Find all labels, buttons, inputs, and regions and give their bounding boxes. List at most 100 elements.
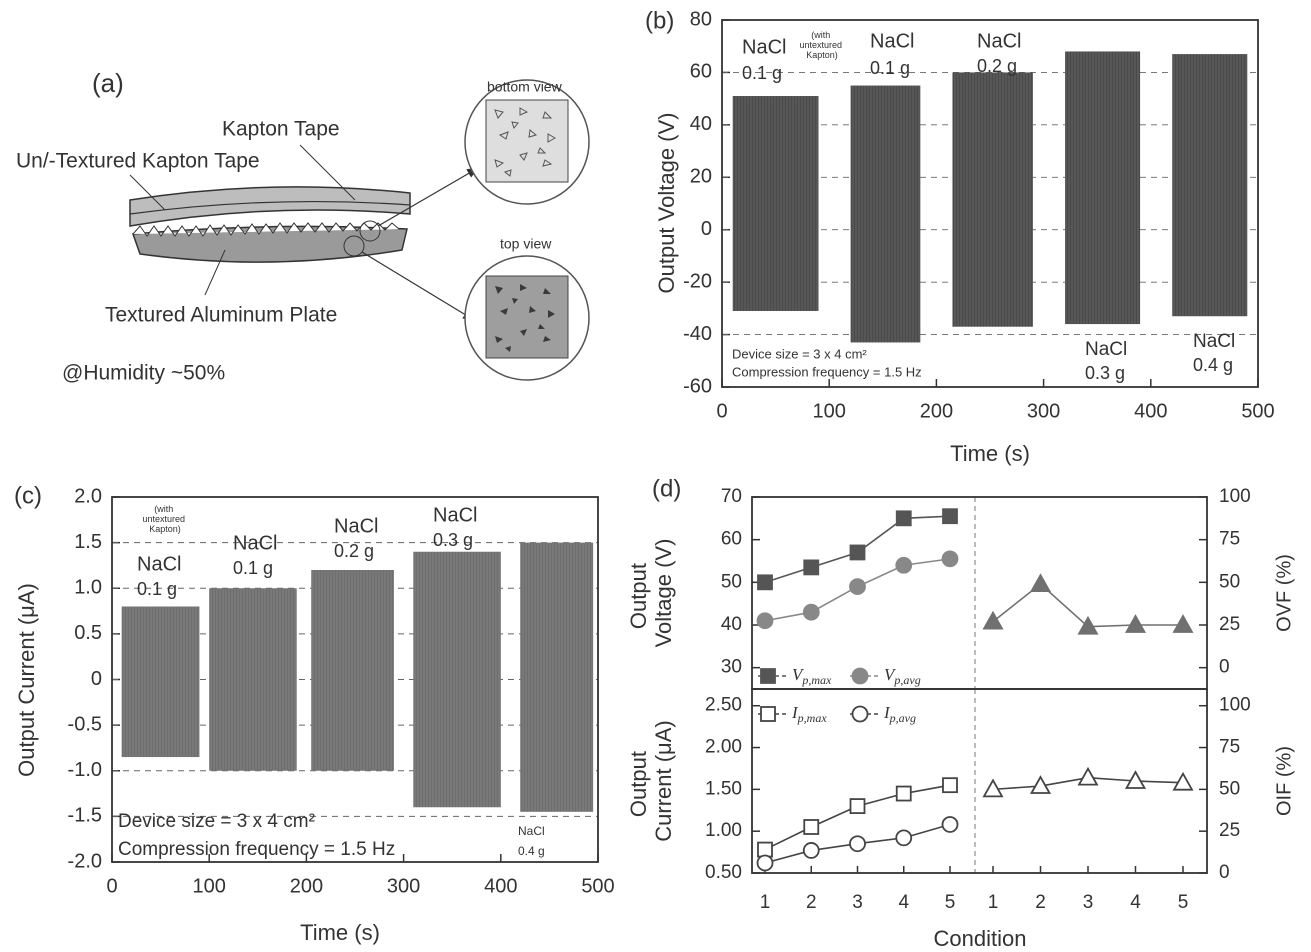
marker-circle [941,550,959,568]
marker-square [760,668,776,684]
aluminum-plate [131,225,408,263]
annotation: NaCl [433,504,477,526]
annotation: NaCl [977,30,1021,52]
marker-circle [851,705,869,723]
y-tick-label: 0.50 [705,862,742,883]
y-axis-title: Output Current (μA) [626,720,676,841]
x-tick-label: 300 [387,875,420,897]
marker-circle [895,556,913,574]
tape-line [129,200,411,215]
marker-square [757,841,773,858]
y-tick-label: -60 [683,375,712,397]
burst-texture [520,542,594,812]
arrow [377,167,480,227]
y-tick-label: 1.00 [705,820,742,841]
x-tick-label: 200 [920,400,953,422]
x-tick-label: 400 [484,875,517,897]
y2-tick-label: 75 [1219,529,1240,550]
y-tick-label: 20 [690,166,712,188]
panel-label: (a) [92,68,124,98]
marker-triangle [1029,775,1052,794]
marker-square [803,819,820,835]
annotation: 0.3 g [1085,363,1125,383]
callout [299,144,356,201]
y-tick-label: 40 [721,614,742,635]
y-tick-label: 70 [721,486,742,507]
y2-axis-title: OIF (%) [1273,746,1295,816]
y2-tick-label: 75 [1219,737,1240,758]
y2-tick-label: 100 [1219,486,1251,507]
x-axis-title: Condition [934,926,1027,951]
y-tick-label: 40 [690,113,712,135]
diagram-label: Textured Aluminum Plate [105,304,337,327]
y-tick-label: 0 [91,668,102,690]
x-tick-label: 0 [106,875,117,897]
plot-frame [751,688,1208,874]
x-tick-label: 4 [1130,892,1141,913]
annotation: NaCl [742,36,786,58]
panel-label: (c) [14,482,42,509]
marker-square [942,508,958,525]
marker-circle [802,842,820,859]
annotation: 0.4 g [518,844,545,858]
annotation: 0.2 g [977,56,1017,76]
y-axis-title: Output Voltage (V) [626,539,676,648]
plot-frame [751,496,1208,690]
x-tick-label: 2 [1035,892,1046,913]
panel-label: (d) [652,475,681,502]
marker-triangle [982,778,1004,798]
zoom-circle [343,235,365,257]
y-tick-label: 2.00 [705,737,742,758]
marker-square [942,777,958,794]
x-tick-label: 3 [852,892,863,913]
x-axis-title: Time (s) [300,920,380,945]
marker-triangle [1077,766,1099,786]
x-tick-label: 100 [193,875,226,897]
y2-tick-label: 50 [1219,778,1240,799]
y2-tick-label: 0 [1219,862,1230,883]
y-tick-label: 60 [721,529,742,550]
callout [204,249,226,296]
x-tick-label: 2 [806,892,817,913]
annotation: 0.4 g [1193,355,1233,375]
x-tick-label: 1 [988,892,999,913]
x-axis-title: Time (s) [950,441,1030,466]
y2-tick-label: 0 [1219,657,1230,678]
annotation: (with untextured Kapton) [142,504,187,534]
marker-square [757,574,773,591]
y-tick-label: -2.0 [68,850,102,872]
x-tick-label: 200 [290,875,323,897]
burst-texture [311,570,394,771]
y-tick-label: 60 [690,61,712,83]
plot-frame [111,496,599,863]
texture-marks [494,107,557,177]
x-tick-label: 1 [760,892,771,913]
x-tick-label: 3 [1083,892,1094,913]
bottom-surface [485,99,569,183]
y2-axis-title: OVF (%) [1273,554,1295,632]
zoom-circle [359,220,381,242]
y2-tick-label: 25 [1219,820,1240,841]
annotation: 0.1 g [742,63,782,83]
burst-texture [1172,54,1248,317]
annotation: NaCl [870,30,914,52]
y-tick-label: 2.50 [705,695,742,716]
y2-tick-label: 100 [1219,695,1251,716]
x-tick-label: 300 [1027,400,1060,422]
annotation: Device size = 3 x 4 cm² [118,811,315,832]
marker-triangle [1077,615,1099,635]
marker-square [849,544,866,561]
marker-circle [895,829,913,847]
y-tick-label: 2.0 [74,485,102,507]
y-tick-label: 1.0 [74,577,102,599]
annotation: NaCl [334,515,378,537]
annotation: NaCl [233,532,277,554]
annotation: Compression frequency = 1.5 Hz [732,364,922,379]
marker-square [895,510,912,527]
y-tick-label: -40 [683,323,712,345]
marker-triangle [1124,614,1147,633]
arrow [361,251,476,321]
view-label: bottom view [487,79,563,95]
burst-texture [732,96,819,311]
